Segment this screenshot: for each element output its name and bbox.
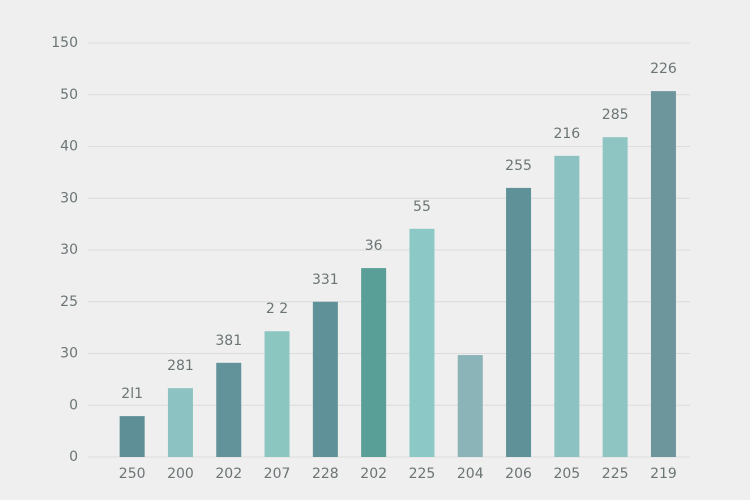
x-tick-label: 200 [167, 466, 194, 482]
bar-label: 216 [553, 126, 580, 142]
x-tick-label: 228 [312, 466, 339, 482]
y-tick-label: 30 [60, 346, 78, 362]
x-tick-label: 207 [264, 466, 291, 482]
bar [409, 228, 435, 457]
y-tick-label: 40 [60, 139, 78, 155]
bar [602, 137, 628, 457]
bar [167, 388, 193, 457]
y-tick-label: 30 [60, 242, 78, 258]
bar [506, 187, 532, 457]
bar-label: 331 [312, 272, 339, 288]
x-tick-label: 219 [650, 466, 677, 482]
x-tick-label: 225 [602, 466, 629, 482]
bar-label: 285 [602, 107, 629, 123]
bar-label: 255 [505, 158, 532, 174]
x-tick-label: 202 [215, 466, 242, 482]
bar [264, 331, 290, 457]
bar [554, 155, 580, 457]
bar [119, 416, 145, 457]
bar-label: 2 2 [266, 301, 288, 317]
bar-label: 2l1 [121, 386, 143, 402]
x-tick-label: 250 [119, 466, 146, 482]
bar [312, 301, 338, 457]
bar-label: 55 [413, 199, 431, 215]
y-tick-label: 0 [69, 397, 78, 413]
bar [361, 268, 387, 457]
bar-label: 226 [650, 61, 677, 77]
y-tick-label: 30 [60, 190, 78, 206]
x-tick-label: 206 [505, 466, 532, 482]
bar [216, 362, 242, 457]
bar-label: 36 [365, 238, 383, 254]
bar [650, 91, 676, 457]
bar-label: 381 [215, 333, 242, 349]
x-tick-label: 204 [457, 466, 484, 482]
x-tick-label: 205 [553, 466, 580, 482]
y-tick-label: 50 [60, 87, 78, 103]
x-tick-label: 225 [409, 466, 436, 482]
y-tick-label: 0 [69, 449, 78, 465]
y-tick-label: 25 [60, 294, 78, 310]
bar [457, 355, 483, 457]
x-tick-label: 202 [360, 466, 387, 482]
y-tick-label: 150 [51, 35, 78, 51]
bar-label: 281 [167, 358, 194, 374]
